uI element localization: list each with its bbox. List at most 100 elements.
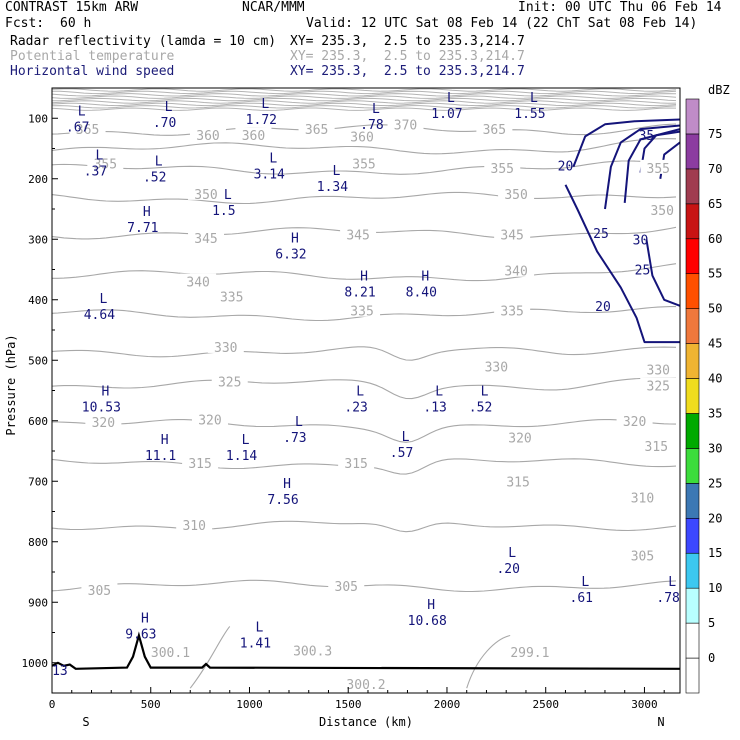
label-knockout bbox=[387, 116, 424, 131]
theta-contour-label: 355 bbox=[491, 162, 514, 177]
wind-contour-label: 20 bbox=[595, 300, 611, 315]
theta-contour-label: 315 bbox=[645, 440, 668, 455]
y-tick-label: 800 bbox=[28, 536, 48, 549]
theta-contour-line bbox=[51, 520, 677, 533]
extremum-letter: L bbox=[402, 430, 410, 445]
x-tick-label: 2500 bbox=[532, 698, 559, 711]
field-wind-name: Horizontal wind speed bbox=[10, 64, 175, 79]
colorbar-level-label: 55 bbox=[708, 267, 722, 281]
terrain bbox=[51, 631, 681, 670]
theta-contour-label: 365 bbox=[483, 123, 506, 138]
extremum-letter: L bbox=[99, 292, 107, 307]
label-knockout bbox=[502, 429, 539, 444]
theta-contour-line bbox=[51, 97, 677, 102]
theta-contour-line bbox=[52, 263, 677, 282]
field-radar-xy: XY= 235.3, 2.5 to 235.3,214.7 bbox=[290, 34, 525, 49]
extremum-value: .61 bbox=[570, 591, 593, 606]
y-tick-label: 700 bbox=[28, 475, 48, 488]
extremum-value: .78 bbox=[360, 118, 383, 133]
theta-contour-label: 350 bbox=[194, 188, 217, 203]
colorbar-swatch bbox=[685, 378, 700, 414]
y-tick-label: 100 bbox=[28, 112, 48, 125]
extremum-value: 13 bbox=[52, 664, 68, 679]
extremum-letter: H bbox=[161, 433, 169, 448]
forecast-value: 60 h bbox=[60, 16, 92, 31]
init-time: Init: 00 UTC Thu 06 Feb 14 bbox=[518, 0, 722, 15]
colorbar-unit: dBZ bbox=[708, 83, 730, 97]
label-knockout bbox=[344, 128, 381, 143]
theta-contour-line bbox=[51, 191, 677, 205]
extremum-letter: L bbox=[155, 155, 163, 170]
colorbar-level-label: 30 bbox=[708, 441, 722, 455]
theta-contour-label: 335 bbox=[220, 291, 243, 306]
theta-contour-line bbox=[51, 88, 677, 92]
label-knockout bbox=[213, 288, 250, 303]
extremum-value: 7.56 bbox=[267, 493, 298, 508]
extremum-letter: L bbox=[530, 91, 538, 106]
label-knockout bbox=[624, 489, 661, 504]
theta-contour-line bbox=[51, 377, 677, 400]
extremum-value: .23 bbox=[344, 401, 367, 416]
label-knockout bbox=[188, 230, 225, 245]
extremum-letter: L bbox=[333, 164, 341, 179]
theta-contour-label: 315 bbox=[506, 475, 529, 490]
theta-contour-label: 345 bbox=[194, 232, 217, 247]
theta-contour-label: 355 bbox=[647, 162, 670, 177]
extremum-letter: L bbox=[242, 433, 250, 448]
extremum-letter: H bbox=[427, 598, 435, 613]
axes: 0 500 1000 1500 2000 2500 3000 100 200 300 400 500 6… bbox=[22, 87, 665, 711]
extremum-value: .37 bbox=[84, 165, 107, 180]
colorbar-level-label: 15 bbox=[708, 546, 722, 560]
wind-contour-line bbox=[604, 124, 681, 210]
label-knockout bbox=[87, 155, 124, 170]
extremum-letter: H bbox=[291, 232, 299, 247]
colorbar-level-label: 10 bbox=[708, 581, 722, 595]
theta-contour-label: 305 bbox=[88, 584, 111, 599]
extremum-letter: H bbox=[101, 385, 109, 400]
wind-contour-label: 30 bbox=[633, 233, 649, 248]
colorbar-swatch bbox=[685, 133, 700, 170]
label-knockout bbox=[176, 516, 213, 531]
colorbar-level-label: 35 bbox=[708, 406, 722, 420]
extremum-value: 10.53 bbox=[82, 401, 121, 416]
label-knockout bbox=[348, 675, 384, 690]
y-tick-label: 300 bbox=[28, 233, 48, 246]
colorbar-swatch bbox=[685, 273, 700, 309]
wind-contour-label: 20 bbox=[558, 159, 574, 174]
wind-contour-label: 25 bbox=[593, 227, 609, 242]
label-knockout bbox=[640, 361, 677, 376]
theta-contour-label: 360 bbox=[350, 130, 373, 145]
colorbar-swatch bbox=[685, 622, 700, 659]
y-tick-label: 900 bbox=[28, 596, 48, 609]
label-knockout bbox=[476, 121, 513, 136]
theta-contour-label: 340 bbox=[504, 265, 527, 280]
extremum-letter: L bbox=[165, 100, 173, 115]
extremum-letter: L bbox=[372, 102, 380, 117]
colorbar-swatch bbox=[685, 448, 700, 484]
colorbar-swatch bbox=[685, 413, 700, 449]
colorbar-swatch bbox=[685, 308, 700, 344]
extremum-value: 1.14 bbox=[226, 449, 257, 464]
theta-contour-line bbox=[51, 93, 677, 97]
label-knockout bbox=[498, 185, 535, 200]
colorbar-level-label: 65 bbox=[708, 197, 722, 211]
colorbar-level-label: 20 bbox=[708, 511, 722, 525]
extremum-value: 1.5 bbox=[212, 204, 235, 219]
theta-contour-line bbox=[51, 346, 677, 361]
theta-contour-label: 320 bbox=[623, 415, 646, 430]
theta-contour-label: 330 bbox=[485, 360, 508, 375]
extremum-letter: H bbox=[360, 270, 368, 285]
theta-contour-label: 330 bbox=[214, 341, 237, 356]
extremum-letter: L bbox=[224, 188, 232, 203]
y-tick-label: 600 bbox=[28, 415, 48, 428]
theta-contour-label: 300.3 bbox=[293, 645, 332, 660]
field-radar-name: Radar reflectivity (lamda = 10 cm) bbox=[10, 34, 277, 49]
extremum-value: .67 bbox=[66, 120, 89, 135]
label-knockout bbox=[338, 455, 375, 470]
theta-contour-label: 355 bbox=[352, 158, 375, 173]
x-tick-label: 1500 bbox=[335, 698, 362, 711]
theta-contour-line bbox=[51, 90, 677, 95]
colorbar-level-label: 75 bbox=[708, 127, 722, 141]
field-theta-xy: XY= 235.3, 2.5 to 235.3,214.7 bbox=[290, 49, 525, 64]
label-knockout bbox=[85, 413, 122, 428]
